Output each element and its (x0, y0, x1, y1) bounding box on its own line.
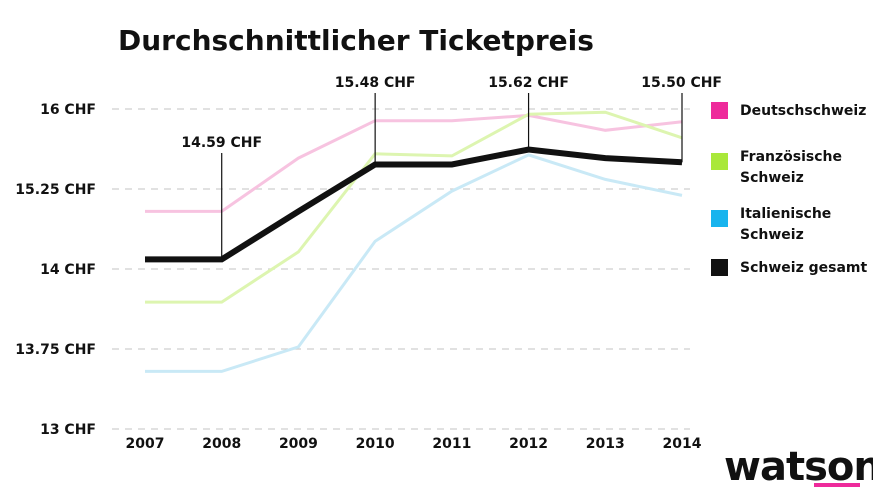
x-tick-label: 2013 (586, 436, 625, 452)
series-line-deutschschweiz (145, 113, 683, 213)
x-tick-label: 2009 (279, 436, 318, 452)
x-tick-label: 2012 (509, 436, 548, 452)
annotation-label: 15.48 CHF (335, 75, 416, 91)
legend-label: Französische Schweiz (740, 149, 842, 186)
grid (112, 108, 690, 430)
legend-label: Italienische Schweiz (740, 206, 831, 243)
annotation-label: 15.62 CHF (488, 75, 569, 91)
legend-label: Schweiz gesamt (740, 260, 867, 276)
legend: Deutschschweiz Französische Schweiz Italien… (711, 102, 867, 276)
y-tick-label: 16 CHF (40, 102, 96, 118)
series-line-franz-sische-schweiz (145, 110, 683, 304)
logo-text: watson (724, 444, 873, 490)
legend-swatch (711, 153, 728, 170)
legend-label: Deutschschweiz (740, 103, 866, 119)
legend-swatch (711, 210, 728, 227)
y-axis-labels: 16 CHF 15.25 CHF 14 CHF 13.75 CHF 13 CHF (15, 102, 96, 438)
y-tick-label: 13.75 CHF (15, 342, 96, 358)
series-line-schweiz-gesamt (145, 146, 683, 263)
annotations: 14.59 CHF 15.48 CHF 15.62 CHF 15.50 CHF (181, 75, 722, 260)
x-tick-label: 2010 (356, 436, 395, 452)
y-tick-label: 15.25 CHF (15, 182, 96, 198)
series-line-italienische-schweiz (145, 153, 683, 373)
watson-logo: watson (724, 444, 873, 490)
legend-swatch (711, 259, 728, 276)
x-tick-label: 2011 (432, 436, 471, 452)
logo-accent-bar (814, 483, 860, 487)
chart-title: Durchschnittlicher Ticketpreis (118, 24, 594, 57)
x-axis-labels: 2007 2008 2009 2010 2011 2012 2013 2014 (126, 436, 702, 452)
series-lines (145, 110, 683, 373)
y-tick-label: 14 CHF (40, 262, 96, 278)
x-tick-label: 2014 (663, 436, 702, 452)
legend-swatch (711, 102, 728, 119)
x-tick-label: 2008 (202, 436, 241, 452)
x-tick-label: 2007 (126, 436, 165, 452)
annotation-label: 14.59 CHF (181, 135, 262, 151)
annotation-label: 15.50 CHF (641, 75, 722, 91)
y-tick-label: 13 CHF (40, 422, 96, 438)
